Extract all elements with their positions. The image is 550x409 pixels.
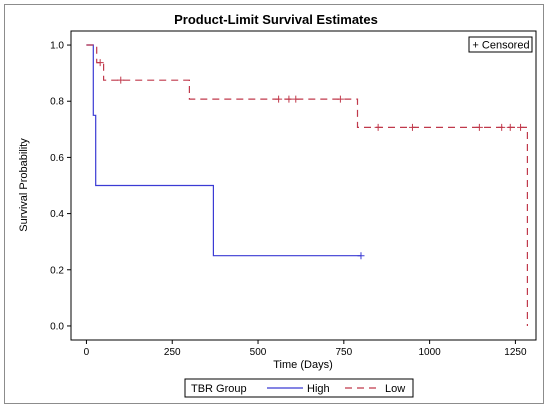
censor-mark-low [517,123,525,131]
series-layer [86,44,529,326]
y-axis-label: Survival Probability [18,138,30,232]
plot-area [70,30,537,341]
y-axis: 0.0 0.2 0.4 0.6 0.8 1.0 [50,41,71,332]
censor-mark-low [498,123,506,131]
y-tick-label: 0.8 [50,97,64,108]
censor-mark-low [285,95,293,103]
censor-mark-low [475,123,483,131]
censor-mark-high [357,252,365,260]
legend-entry-high: High [307,383,330,395]
x-tick-label: 1250 [504,347,527,358]
y-tick-label: 1.0 [50,41,64,52]
group-legend: TBR Group High Low [184,378,414,398]
x-tick-label: 1000 [418,347,441,358]
legend-title: TBR Group [191,383,247,395]
censor-mark-low [96,59,104,67]
x-tick-label: 750 [335,347,352,358]
censor-mark-low [275,95,283,103]
censored-legend-box [468,36,533,53]
y-tick-label: 0.0 [50,321,64,332]
legend-entry-low: Low [385,383,405,395]
x-tick-label: 250 [164,347,181,358]
chart-frame: Product-Limit Survival Estimates 0 250 500… [4,4,544,404]
x-axis-label: Time (Days) [273,359,332,371]
censor-mark-low [506,123,514,131]
censor-mark-low [374,123,382,131]
censor-mark-low [336,95,344,103]
chart-title: Product-Limit Survival Estimates [174,12,378,27]
y-tick-label: 0.4 [50,209,64,220]
x-axis: 0 250 500 750 1000 1250 [84,340,527,358]
y-tick-label: 0.2 [50,265,64,276]
censored-legend: + Censored [468,36,533,53]
survival-chart: Product-Limit Survival Estimates 0 250 500… [18,12,537,398]
censor-mark-low [117,76,125,84]
censored-legend-text: + Censored [472,40,529,52]
y-tick-label: 0.6 [50,153,64,164]
series-line-high [86,44,361,257]
censor-mark-low [408,123,416,131]
x-tick-label: 500 [250,347,267,358]
censor-mark-low [292,95,300,103]
x-tick-label: 0 [84,347,90,358]
